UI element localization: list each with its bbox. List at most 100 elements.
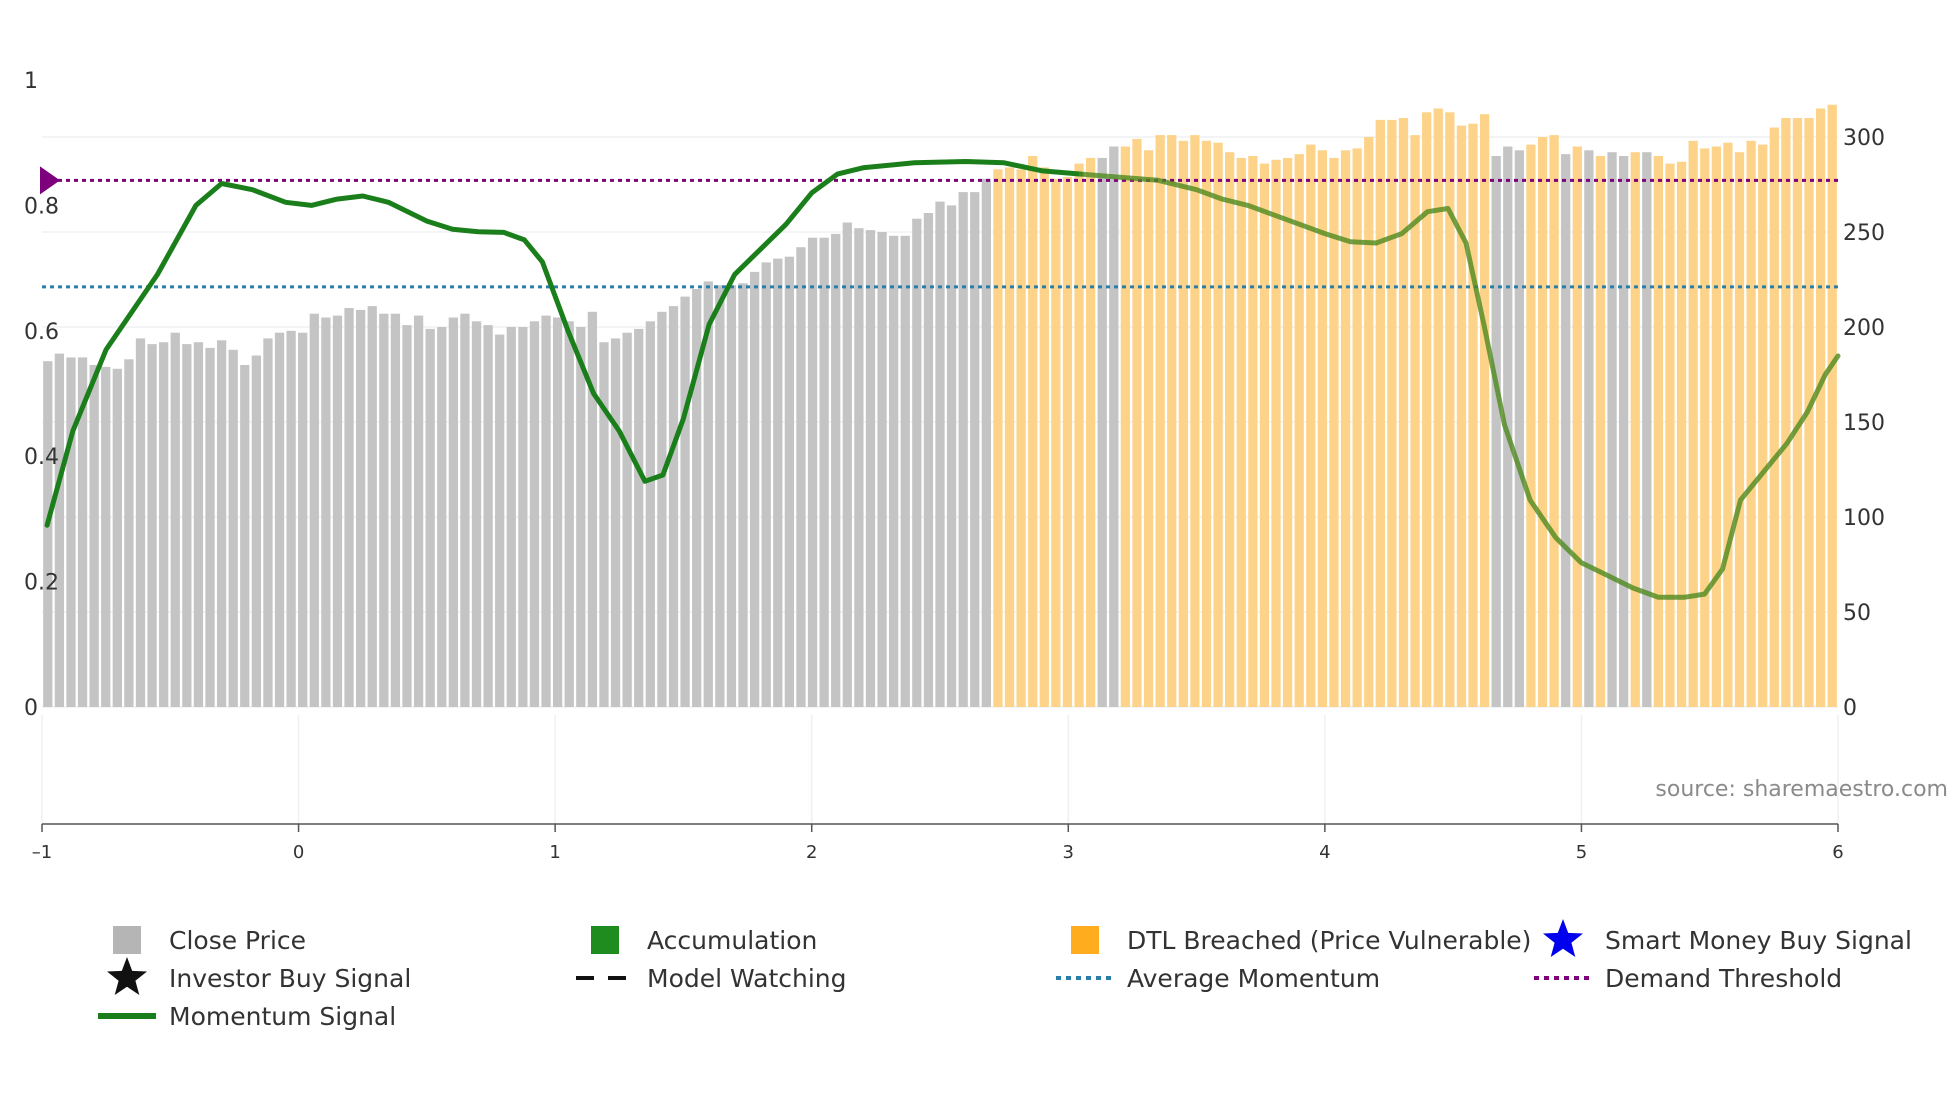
dtl-breached-bar [1028,156,1038,707]
close-price-bar [321,317,331,707]
momentum-signal-line [44,159,1084,528]
dtl-breached-bar [1526,144,1536,708]
dtl-breached-bar [1734,152,1745,707]
dtl-breached-bar [1792,118,1803,707]
right-tick-label: 100 [1843,506,1885,531]
close-price-bar [205,347,215,707]
x-axis: –1 0 1 2 3 4 5 6 [32,823,1844,863]
dtl-breached-bar [1294,154,1304,708]
close-price-bar [124,359,134,707]
dtl-breached-bar [1711,146,1721,707]
left-tick-label: 0.8 [24,194,59,219]
x-tick-label: 4 [1319,842,1330,863]
close-price-bar [77,357,88,707]
close-price-bar [865,230,876,707]
x-tick-label: 6 [1832,842,1843,863]
close-price-bar [587,311,598,707]
legend-star-icon [1543,919,1583,957]
dtl-breached-bar [1120,146,1131,707]
legend-label: Investor Buy Signal [169,964,411,993]
legend-label: Average Momentum [1127,964,1380,993]
close-price-bar [749,271,760,707]
dtl-breached-bar [1155,135,1165,708]
close-price-bar [610,338,621,707]
close-price-bar [634,328,644,707]
close-price-bar [332,315,343,707]
close-price-bar [576,327,586,707]
close-price-bar [147,344,157,707]
dtl-breached-bar [1468,123,1478,707]
close-price-bar [529,321,540,707]
close-price-bar [112,368,122,707]
close-price-bar [1109,146,1119,707]
close-price-bar [541,315,551,707]
close-price-bar [506,327,516,707]
dtl-breached-bar [1178,140,1188,708]
close-price-bar [958,192,968,708]
close-price-bar [460,313,470,707]
close-price-bar [773,258,783,707]
dtl-breached-bar [1398,118,1409,707]
close-price-bar [216,340,227,707]
dtl-breached-bar [1827,104,1837,707]
close-price-bar [680,296,690,707]
dtl-breached-bar [1723,142,1733,707]
dtl-breached-bar [1815,108,1826,707]
legend-label: Demand Threshold [1605,964,1842,993]
dtl-breached-bar [1456,125,1467,708]
dtl-breached-bar [1387,119,1397,707]
left-tick-label: 0.2 [24,571,59,596]
dtl-breached-bar [1085,157,1096,707]
close-price-bar [159,342,169,707]
close-price-bar [1607,152,1617,707]
left-tick-label: 0.6 [24,320,59,345]
legend-label: Model Watching [647,964,847,993]
dtl-breached-bar [1317,150,1328,708]
right-tick-label: 250 [1843,221,1885,246]
close-price-bar [182,344,192,707]
dtl-breached-bar [1769,127,1779,707]
dtl-breached-bar [1236,157,1246,707]
x-tick-label: 3 [1063,842,1074,863]
dtl-breached-bar [1259,163,1270,708]
close-price-bar [425,328,435,707]
legend-item: Accumulation [591,926,817,955]
close-price-bar [170,332,180,707]
close-price-bar [286,330,296,707]
close-price-bar [970,192,980,708]
dtl-breached-bar [1306,144,1316,708]
close-price-bar [309,313,319,707]
right-tick-label: 150 [1843,411,1885,436]
close-price-bar [738,283,748,707]
dtl-breached-bar [1422,112,1432,708]
close-price-bar [715,285,725,707]
close-price-bar [981,178,991,708]
bars-layer [43,104,1837,708]
x-tick-label: 5 [1576,842,1587,863]
dtl-breached-bar [1039,167,1049,707]
close-price-bar [54,353,65,707]
close-price-bar [402,325,412,707]
legend-label: Close Price [169,926,306,955]
close-price-bar [66,357,76,707]
legend-label: Smart Money Buy Signal [1605,926,1912,955]
dtl-breached-bar [1410,135,1420,708]
close-price-bar [657,311,667,707]
x-tick-label: –1 [32,842,52,863]
legend-item: Investor Buy Signal [107,957,411,995]
close-price-bar [518,327,528,707]
close-price-bar [483,325,493,707]
left-axis: 0 0.2 0.4 0.6 0.8 1 [24,69,59,721]
momentum-layer [44,159,1841,600]
dtl-breached-bar [1758,144,1768,708]
close-price-bar [274,332,285,707]
reference-lines [40,166,1838,289]
dtl-breached-bar [1062,176,1073,707]
legend-item: Model Watching [576,964,847,993]
legend-label: Accumulation [647,926,817,955]
close-price-bar [344,308,354,707]
dtl-breached-bar [1201,140,1212,708]
close-price-bar [877,232,887,707]
legend-square-icon [1071,926,1099,954]
